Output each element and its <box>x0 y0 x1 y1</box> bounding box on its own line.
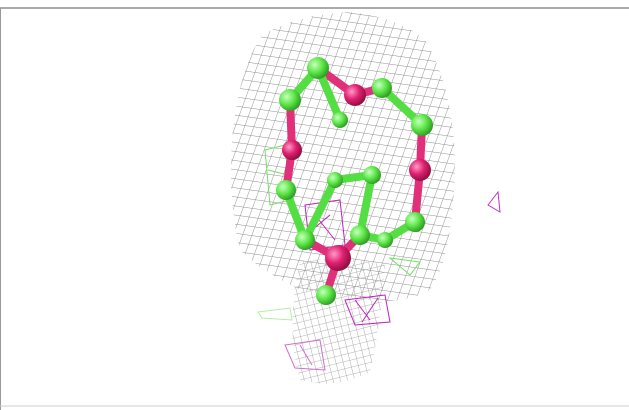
atom <box>405 212 425 232</box>
mesh-fragment <box>487 190 501 213</box>
mesh-fragment <box>388 257 421 276</box>
bond <box>356 171 376 239</box>
atom <box>409 159 431 181</box>
atom <box>350 225 370 245</box>
atom <box>316 285 336 305</box>
atom <box>295 230 315 250</box>
atom <box>363 166 381 184</box>
atom <box>377 232 393 248</box>
atom <box>282 140 302 160</box>
mesh-fragment <box>257 307 293 321</box>
density-mesh-stem <box>292 259 385 384</box>
mesh-fragment <box>284 339 326 371</box>
molecule <box>257 57 501 371</box>
atom <box>344 84 366 106</box>
atom <box>307 57 329 79</box>
atom <box>327 172 343 188</box>
atom <box>411 114 433 136</box>
atom <box>279 89 301 111</box>
atom <box>332 112 348 128</box>
atom <box>276 180 296 200</box>
bond <box>301 176 339 244</box>
mesh-fragment <box>344 294 391 326</box>
atom <box>325 245 351 271</box>
atom <box>372 78 392 98</box>
